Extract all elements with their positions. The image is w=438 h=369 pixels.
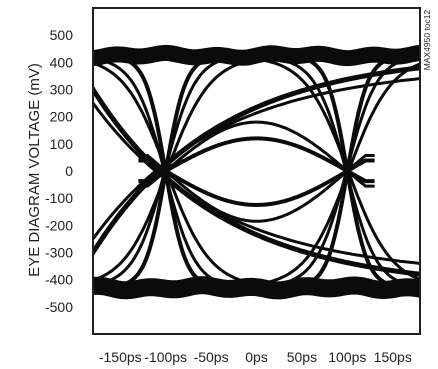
y-axis-label: EYE DIAGRAM VOLTAGE (mV) — [26, 63, 43, 277]
y-tick-label: -500 — [45, 299, 73, 315]
rail-trace — [93, 279, 420, 292]
eye-arc-trace — [138, 136, 375, 184]
eye-traces — [93, 44, 420, 300]
drift-trace — [93, 77, 420, 242]
drift-trace — [93, 84, 420, 277]
x-tick-label: 50ps — [287, 349, 317, 365]
x-tick-label: -100ps — [144, 349, 187, 365]
x-tick-label: 100ps — [328, 349, 366, 365]
drift-trace — [93, 100, 420, 265]
x-tick-label: -50ps — [194, 349, 229, 365]
figure-id-label: MAX4950 toc12 — [422, 9, 432, 70]
eye-arc-trace — [138, 154, 375, 223]
y-tick-label: -400 — [45, 272, 73, 288]
y-tick-label: 100 — [50, 136, 74, 152]
y-tick-label: 300 — [50, 82, 74, 98]
x-tick-label: -150ps — [99, 349, 142, 365]
drift-trace — [93, 65, 420, 258]
y-tick-label: -300 — [45, 245, 73, 261]
x-tick-label: 0ps — [245, 349, 268, 365]
y-tick-label: 500 — [50, 27, 74, 43]
rail-trace — [93, 52, 420, 64]
x-tick-label: 150ps — [374, 349, 412, 365]
y-tick-label: -200 — [45, 217, 73, 233]
eye-arc-trace — [138, 158, 375, 207]
y-tick-label: 200 — [50, 109, 74, 125]
plot-frame — [92, 7, 421, 335]
y-tick-label: 400 — [50, 54, 74, 70]
y-tick-label: -100 — [45, 190, 73, 206]
y-tick-label: 0 — [65, 163, 73, 179]
eye-arc-trace — [138, 120, 375, 188]
